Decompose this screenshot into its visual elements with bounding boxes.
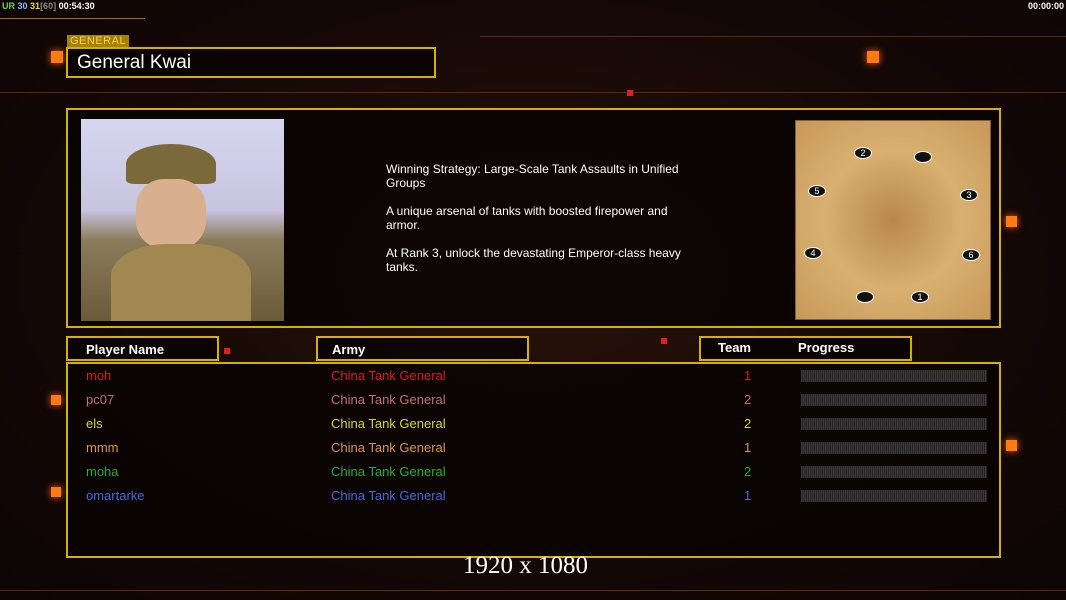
- progress-bar: [801, 370, 987, 382]
- player-row: pc07 China Tank General 2: [68, 389, 999, 411]
- player-army: China Tank General: [331, 416, 446, 431]
- progress-bar: [801, 394, 987, 406]
- start-position[interactable]: [856, 291, 874, 303]
- player-name: moh: [86, 368, 112, 383]
- player-team: 1: [744, 440, 752, 455]
- start-position[interactable]: 3: [960, 189, 978, 201]
- decor-square: [1006, 216, 1017, 227]
- player-army: China Tank General: [331, 368, 446, 383]
- header-progress: Progress: [798, 340, 855, 355]
- start-position[interactable]: [914, 151, 932, 163]
- fps-readout: UR 30 31[60] 00:54:30: [2, 1, 95, 11]
- game-timer: 00:00:00: [1027, 1, 1064, 11]
- start-position[interactable]: 2: [854, 147, 872, 159]
- player-name: mmm: [86, 440, 119, 455]
- progress-bar: [801, 466, 987, 478]
- player-team: 2: [744, 392, 752, 407]
- fps-max: [60]: [40, 1, 57, 11]
- player-list: moh China Tank General 1 pc07 China Tank…: [66, 362, 1001, 558]
- divider: [0, 18, 145, 19]
- progress-bar: [801, 490, 987, 502]
- general-description: Winning Strategy: Large-Scale Tank Assau…: [386, 162, 681, 274]
- player-name: pc07: [86, 392, 115, 407]
- progress-bar: [801, 442, 987, 454]
- general-info-panel: Winning Strategy: Large-Scale Tank Assau…: [66, 108, 1001, 328]
- resolution-label: 1920 x 1080: [463, 552, 588, 579]
- general-portrait: [81, 119, 284, 321]
- start-position[interactable]: 4: [804, 247, 822, 259]
- decor-square: [661, 338, 667, 344]
- decor-square: [51, 395, 61, 405]
- decor-square: [627, 90, 633, 96]
- header-team-progress: Team Progress: [699, 336, 912, 361]
- map-preview[interactable]: 1 2 3 4 5 6: [795, 120, 991, 320]
- decor-square: [1006, 440, 1017, 451]
- start-position[interactable]: 1: [911, 291, 929, 303]
- divider: [0, 590, 1066, 591]
- player-army: China Tank General: [331, 488, 446, 503]
- player-army: China Tank General: [331, 464, 446, 479]
- divider: [480, 36, 1066, 37]
- player-team: 1: [744, 488, 752, 503]
- player-name: moha: [86, 464, 119, 479]
- ur-label: UR: [2, 1, 15, 11]
- player-name: els: [86, 416, 103, 431]
- player-row: els China Tank General 2: [68, 413, 999, 435]
- decor-square: [51, 487, 61, 497]
- progress-bar: [801, 418, 987, 430]
- header-player-name: Player Name: [66, 336, 219, 361]
- player-name: omartarke: [86, 488, 145, 503]
- header-army: Army: [316, 336, 529, 361]
- general-tag: GENERAL: [67, 35, 130, 47]
- start-position[interactable]: 6: [962, 249, 980, 261]
- player-army: China Tank General: [331, 440, 446, 455]
- decor-square: [51, 51, 63, 63]
- general-name: General Kwai: [66, 47, 436, 78]
- start-position[interactable]: 5: [808, 185, 826, 197]
- fps-value: 30: [17, 1, 28, 11]
- header-team: Team: [718, 340, 751, 355]
- fps-value-2: 31: [30, 1, 41, 11]
- decor-square: [867, 51, 879, 63]
- player-team: 2: [744, 464, 752, 479]
- player-row: omartarke China Tank General 1: [68, 485, 999, 507]
- player-team: 2: [744, 416, 752, 431]
- elapsed-time: 00:54:30: [58, 1, 95, 11]
- player-row: mmm China Tank General 1: [68, 437, 999, 459]
- player-row: moha China Tank General 2: [68, 461, 999, 483]
- player-team: 1: [744, 368, 752, 383]
- player-row: moh China Tank General 1: [68, 365, 999, 387]
- divider: [0, 92, 1066, 93]
- player-army: China Tank General: [331, 392, 446, 407]
- decor-square: [224, 348, 230, 354]
